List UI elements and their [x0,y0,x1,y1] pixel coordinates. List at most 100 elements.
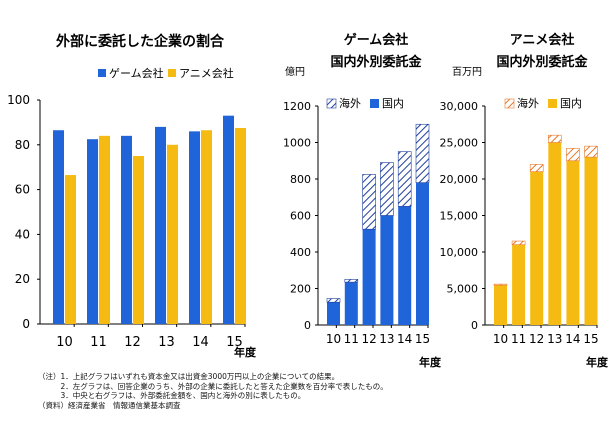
bar-share-game-13 [155,126,166,324]
share-legend: ゲーム会社 アニメ会社 [98,66,234,80]
legend-swatch-anime-overseas [504,98,515,109]
anime-xtick-label: 12 [529,332,544,346]
share-ytick-label: 80 [15,138,30,152]
bar-anime-overseas-11 [511,240,526,246]
bar-share-anime-14 [201,130,212,324]
legend-label-anime: アニメ会社 [179,66,234,80]
game-chart: ゲーム会社 国内外別委託金 億円 海外 国内 0 200 400 600 800 1000… [283,32,442,369]
bar-game-overseas-14 [397,151,412,207]
anime-xlabel: 年度 [586,355,609,369]
game-ytick-label: 1000 [283,137,311,150]
footnote-1: （注）1．上記グラフはいずれも資本金又は出資金3000万円以上の企業についての結… [38,372,340,381]
share-xtick-label: 14 [192,335,209,350]
anime-ytick-label: 20,000 [440,173,479,186]
bar-game-domestic-15 [416,182,429,325]
anime-ytick-label: 0 [471,319,478,332]
anime-chart-subtitle: 国内外別委託金 [496,54,588,70]
game-ytick-label: 600 [290,210,311,223]
legend-swatch-anime [168,69,176,77]
bar-anime-overseas-13 [547,134,562,143]
anime-chart: アニメ会社 国内外別委託金 百万円 海外 国内 0 5,000 10,000 15,0… [440,32,609,369]
game-chart-subtitle: 国内外別委託金 [330,54,422,70]
legend-swatch-game [98,69,106,77]
legend-label-anime-domestic: 国内 [560,96,582,110]
share-ytick-label: 60 [15,183,30,197]
share-ytick-label: 0 [22,317,30,331]
bar-anime-overseas-10 [493,283,508,286]
share-xtick-label: 11 [90,335,107,350]
bar-anime-overseas-14 [566,148,580,162]
anime-xtick-label: 15 [583,332,598,346]
game-unit: 億円 [285,65,305,78]
bar-share-anime-10 [65,175,76,324]
bar-anime-overseas-15 [584,145,598,158]
legend-label-game: ゲーム会社 [109,66,164,80]
anime-xtick-label: 13 [547,332,562,346]
bar-game-overseas-11 [344,279,359,283]
footnote-2: 2．左グラフは、回答企業のうち、外部の企業に委託したと答えた企業数を百分率で表し… [38,381,388,391]
bar-share-anime-11 [99,135,110,324]
bar-anime-domestic-15 [584,157,598,325]
bar-game-domestic-10 [327,302,340,325]
bar-game-overseas-10 [326,298,341,303]
bar-share-game-11 [87,139,98,324]
anime-ytick-label: 15,000 [440,210,479,223]
bar-anime-domestic-14 [566,160,580,325]
share-chart: 外部に委託した企業の割合 ゲーム会社 アニメ会社 0 20 40 60 80 100 10 1… [7,33,257,359]
bar-game-domestic-12 [362,229,376,325]
game-xtick-label: 10 [326,332,341,346]
footnote-3: 3．中央と右グラフは、外部委託金額を、国内と海外の別に表したもの。 [38,391,306,401]
bar-game-overseas-15 [415,123,430,183]
game-ytick-label: 0 [304,319,311,332]
share-xlabel: 年度 [234,345,257,359]
share-ytick-label: 100 [7,93,30,107]
anime-chart-title: アニメ会社 [510,32,575,48]
bar-anime-overseas-12 [529,164,544,172]
bar-share-game-14 [189,131,200,324]
bar-share-game-15 [223,115,234,325]
game-xlabel: 年度 [419,355,442,369]
legend-swatch-anime-domestic [548,99,557,108]
legend-label-anime-overseas: 海外 [517,96,539,110]
game-ytick-label: 1200 [283,100,311,113]
bar-anime-domestic-13 [548,142,562,325]
share-xtick-label: 10 [56,335,73,350]
game-xtick-label: 13 [379,332,394,346]
share-xtick-label: 13 [158,335,175,350]
game-xtick-label: 14 [397,332,412,346]
legend-swatch-game-overseas [326,98,337,109]
bar-share-anime-13 [167,144,178,324]
bar-game-domestic-13 [380,215,394,325]
game-xtick-label: 12 [361,332,376,346]
game-ytick-label: 200 [290,283,311,296]
game-ytick-label: 400 [290,246,311,259]
footnotes: （注）1．上記グラフはいずれも資本金又は出資金3000万円以上の企業についての結… [38,372,598,410]
bar-anime-domestic-12 [530,171,544,325]
footnote-source: （資料）経済産業省 情報通信業基本調査 [38,400,181,410]
bar-share-anime-12 [133,156,144,324]
anime-ytick-label: 5,000 [447,283,479,296]
bar-share-game-10 [53,130,64,324]
share-xtick-label: 12 [124,335,141,350]
bar-game-domestic-14 [398,206,412,325]
anime-ytick-label: 30,000 [440,100,479,113]
legend-label-game-domestic: 国内 [382,96,404,110]
share-ytick-label: 20 [15,272,30,286]
legend-label-game-overseas: 海外 [339,96,361,110]
bar-game-overseas-12 [362,174,376,230]
game-chart-title: ゲーム会社 [344,32,409,48]
game-legend: 海外 国内 [326,96,404,110]
game-ytick-label: 800 [290,173,311,186]
bar-game-domestic-11 [344,282,358,325]
share-chart-title: 外部に委託した企業の割合 [56,33,225,50]
bar-share-game-12 [121,135,132,324]
anime-ytick-label: 25,000 [440,137,479,150]
bar-game-overseas-13 [380,162,394,216]
share-xtick-label: 15 [226,335,243,350]
bar-share-anime-15 [235,128,246,324]
bar-anime-domestic-10 [494,284,507,325]
legend-swatch-game-domestic [370,99,379,108]
game-xtick-label: 15 [415,332,430,346]
anime-xtick-label: 10 [493,332,508,346]
